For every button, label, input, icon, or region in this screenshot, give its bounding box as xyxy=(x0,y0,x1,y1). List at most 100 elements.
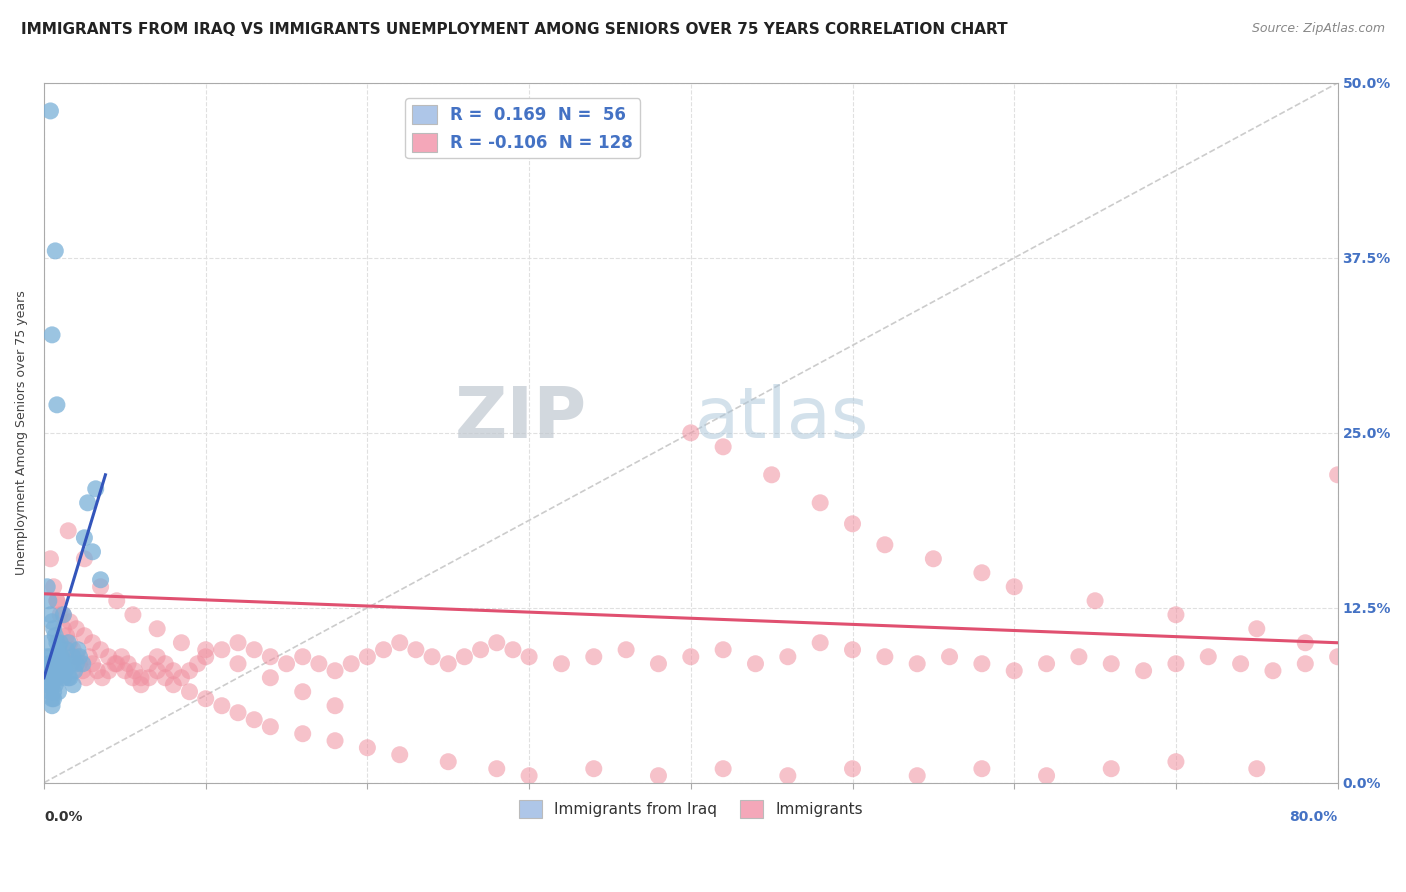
Point xyxy=(970,657,993,671)
Point xyxy=(37,649,59,664)
Point xyxy=(41,691,63,706)
Point xyxy=(162,664,184,678)
Point xyxy=(59,636,82,650)
Point xyxy=(44,244,66,258)
Point xyxy=(1067,649,1090,664)
Point xyxy=(761,467,783,482)
Point xyxy=(187,657,209,671)
Point xyxy=(58,671,80,685)
Point xyxy=(841,642,863,657)
Point xyxy=(194,691,217,706)
Text: 0.0%: 0.0% xyxy=(44,810,83,824)
Point xyxy=(1035,769,1057,783)
Point xyxy=(259,720,281,734)
Point xyxy=(194,649,217,664)
Point xyxy=(41,678,63,692)
Point xyxy=(226,657,249,671)
Point xyxy=(679,425,702,440)
Point xyxy=(55,629,77,643)
Point xyxy=(259,649,281,664)
Point xyxy=(1246,762,1268,776)
Point xyxy=(45,594,67,608)
Point xyxy=(873,538,896,552)
Point xyxy=(90,642,112,657)
Text: 80.0%: 80.0% xyxy=(1289,810,1337,824)
Point xyxy=(82,545,104,559)
Point xyxy=(502,642,524,657)
Point xyxy=(53,657,76,671)
Point xyxy=(122,607,145,622)
Point xyxy=(39,103,62,118)
Y-axis label: Unemployment Among Seniors over 75 years: Unemployment Among Seniors over 75 years xyxy=(15,291,28,575)
Point xyxy=(405,642,427,657)
Point xyxy=(82,657,104,671)
Point xyxy=(69,657,91,671)
Point xyxy=(356,649,378,664)
Point xyxy=(44,629,66,643)
Point xyxy=(49,649,72,664)
Point xyxy=(53,664,76,678)
Point xyxy=(647,657,669,671)
Point xyxy=(517,769,540,783)
Point xyxy=(41,698,63,713)
Point xyxy=(582,762,605,776)
Point xyxy=(41,615,63,629)
Point xyxy=(226,706,249,720)
Point xyxy=(711,762,734,776)
Point xyxy=(291,727,314,741)
Point xyxy=(470,642,492,657)
Point xyxy=(38,671,60,685)
Point xyxy=(179,684,201,698)
Point xyxy=(259,671,281,685)
Point xyxy=(1229,657,1251,671)
Point xyxy=(905,769,928,783)
Point xyxy=(42,671,65,685)
Point xyxy=(65,622,87,636)
Point xyxy=(48,642,70,657)
Point xyxy=(69,649,91,664)
Point xyxy=(1326,649,1348,664)
Point xyxy=(1294,636,1316,650)
Point xyxy=(58,524,80,538)
Point xyxy=(72,657,94,671)
Text: IMMIGRANTS FROM IRAQ VS IMMIGRANTS UNEMPLOYMENT AMONG SENIORS OVER 75 YEARS CORR: IMMIGRANTS FROM IRAQ VS IMMIGRANTS UNEMP… xyxy=(21,22,1008,37)
Point xyxy=(243,713,266,727)
Point xyxy=(323,733,346,747)
Point xyxy=(1164,755,1187,769)
Point xyxy=(73,551,96,566)
Point xyxy=(77,649,100,664)
Point xyxy=(1035,657,1057,671)
Point xyxy=(42,684,65,698)
Point xyxy=(776,649,799,664)
Point xyxy=(1197,649,1219,664)
Point xyxy=(155,657,177,671)
Point xyxy=(711,642,734,657)
Point xyxy=(647,769,669,783)
Point xyxy=(243,642,266,657)
Point xyxy=(420,649,443,664)
Point xyxy=(90,580,112,594)
Point xyxy=(905,657,928,671)
Point xyxy=(146,664,169,678)
Text: atlas: atlas xyxy=(695,384,869,453)
Point xyxy=(55,642,77,657)
Point xyxy=(1002,580,1025,594)
Point xyxy=(276,657,298,671)
Point xyxy=(808,636,831,650)
Point xyxy=(129,671,152,685)
Point xyxy=(437,755,460,769)
Point xyxy=(138,671,160,685)
Point xyxy=(34,664,56,678)
Point xyxy=(52,607,75,622)
Point xyxy=(62,649,84,664)
Point xyxy=(146,622,169,636)
Point xyxy=(41,657,63,671)
Point xyxy=(170,636,193,650)
Point xyxy=(45,636,67,650)
Point xyxy=(39,607,62,622)
Point xyxy=(105,657,128,671)
Point xyxy=(194,642,217,657)
Point xyxy=(1164,607,1187,622)
Point xyxy=(45,398,67,412)
Point xyxy=(179,664,201,678)
